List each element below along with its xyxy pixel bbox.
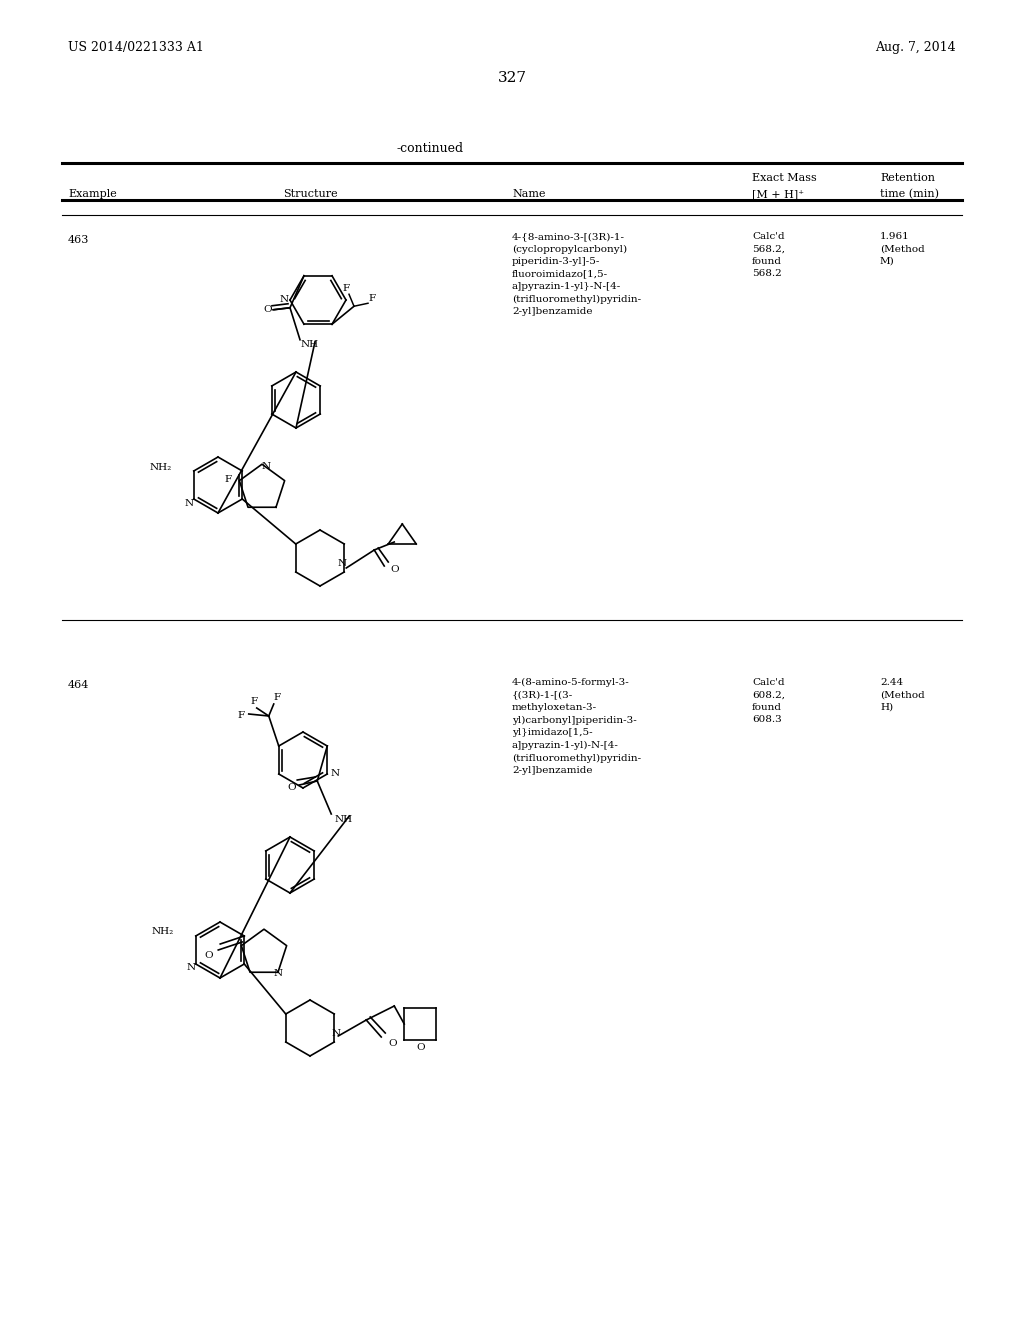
Text: O: O bbox=[264, 305, 272, 314]
Text: 4-(8-amino-5-formyl-3-
{(3R)-1-[(3-
methyloxetan-3-
yl)carbonyl]piperidin-3-
yl}: 4-(8-amino-5-formyl-3- {(3R)-1-[(3- meth… bbox=[512, 678, 641, 775]
Text: 1.961
(Method
M): 1.961 (Method M) bbox=[880, 232, 925, 267]
Text: F: F bbox=[238, 711, 245, 721]
Text: N: N bbox=[261, 462, 270, 471]
Text: O: O bbox=[390, 565, 398, 574]
Text: O: O bbox=[287, 783, 296, 792]
Text: NH₂: NH₂ bbox=[150, 462, 172, 471]
Text: O: O bbox=[416, 1044, 425, 1052]
Text: 464: 464 bbox=[68, 680, 89, 690]
Text: Aug. 7, 2014: Aug. 7, 2014 bbox=[876, 41, 956, 54]
Text: 2.44
(Method
H): 2.44 (Method H) bbox=[880, 678, 925, 711]
Text: [M + H]⁺: [M + H]⁺ bbox=[752, 189, 804, 199]
Text: US 2014/0221333 A1: US 2014/0221333 A1 bbox=[68, 41, 204, 54]
Text: Example: Example bbox=[68, 189, 117, 199]
Text: F: F bbox=[224, 474, 231, 483]
Text: Name: Name bbox=[512, 189, 546, 199]
Text: N: N bbox=[338, 560, 347, 569]
Text: time (min): time (min) bbox=[880, 189, 939, 199]
Text: N: N bbox=[184, 499, 194, 507]
Text: Retention: Retention bbox=[880, 173, 935, 183]
Text: NH: NH bbox=[301, 341, 319, 350]
Text: N: N bbox=[280, 296, 289, 305]
Text: O: O bbox=[388, 1039, 396, 1048]
Text: N: N bbox=[273, 969, 283, 978]
Text: 4-{8-amino-3-[(3R)-1-
(cyclopropylcarbonyl)
piperidin-3-yl]-5-
fluoroimidazo[1,5: 4-{8-amino-3-[(3R)-1- (cyclopropylcarbon… bbox=[512, 232, 641, 317]
Text: N: N bbox=[332, 1030, 341, 1039]
Text: Exact Mass: Exact Mass bbox=[752, 173, 817, 183]
Text: NH₂: NH₂ bbox=[152, 928, 174, 936]
Text: -continued: -continued bbox=[396, 141, 464, 154]
Text: N: N bbox=[331, 770, 340, 779]
Text: Calc'd
608.2,
found
608.3: Calc'd 608.2, found 608.3 bbox=[752, 678, 785, 725]
Text: 463: 463 bbox=[68, 235, 89, 246]
Text: Structure: Structure bbox=[283, 189, 337, 199]
Text: F: F bbox=[342, 284, 349, 293]
Text: Calc'd
568.2,
found
568.2: Calc'd 568.2, found 568.2 bbox=[752, 232, 785, 279]
Text: 327: 327 bbox=[498, 71, 526, 84]
Text: O: O bbox=[204, 952, 213, 961]
Text: N: N bbox=[186, 964, 196, 973]
Text: F: F bbox=[250, 697, 257, 706]
Text: F: F bbox=[273, 693, 281, 702]
Text: F: F bbox=[369, 294, 376, 302]
Text: NH: NH bbox=[334, 814, 352, 824]
